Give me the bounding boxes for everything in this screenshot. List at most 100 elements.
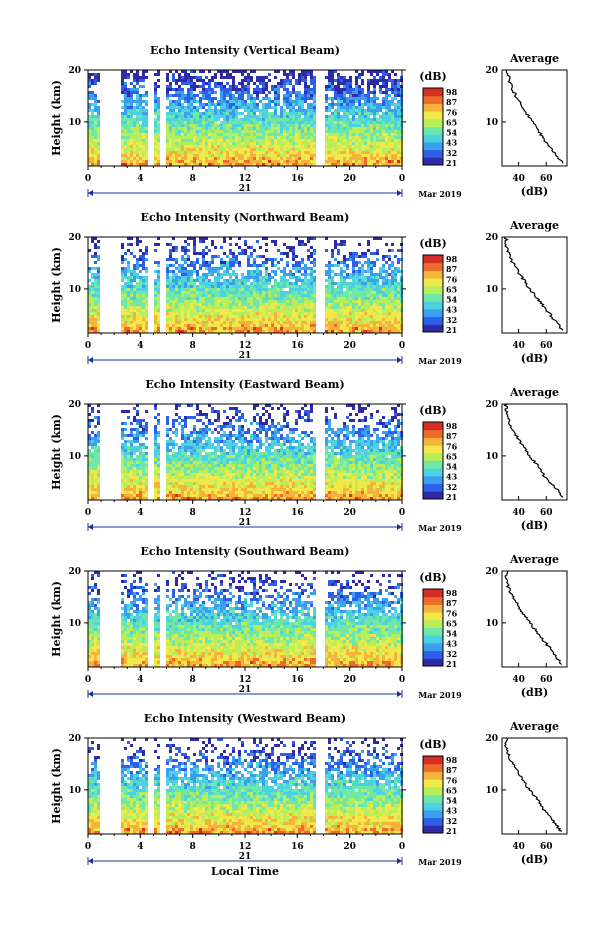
heatmap-cell bbox=[166, 124, 169, 127]
heatmap-cell bbox=[214, 315, 217, 318]
heatmap-cell bbox=[94, 148, 97, 151]
heatmap-cell bbox=[304, 157, 307, 160]
heatmap-cell bbox=[298, 300, 301, 303]
heatmap-cell bbox=[253, 297, 256, 300]
heatmap-cell bbox=[250, 139, 253, 142]
heatmap-cell bbox=[337, 73, 340, 76]
heatmap-cell bbox=[298, 276, 301, 279]
heatmap-cell bbox=[286, 264, 289, 267]
heatmap-cell bbox=[304, 109, 307, 112]
heatmap-cell bbox=[397, 142, 400, 145]
heatmap-cell bbox=[187, 151, 190, 154]
heatmap-cell bbox=[181, 94, 184, 97]
heatmap-cell bbox=[256, 312, 259, 315]
heatmap-cell bbox=[220, 324, 223, 327]
heatmap-cell bbox=[304, 327, 307, 330]
heatmap-cell bbox=[208, 121, 211, 124]
heatmap-cell bbox=[139, 309, 142, 312]
heatmap-cell bbox=[286, 118, 289, 121]
heatmap-cell bbox=[175, 154, 178, 157]
heatmap-cell bbox=[193, 306, 196, 309]
heatmap-cell bbox=[154, 139, 157, 142]
heatmap-cell bbox=[271, 121, 274, 124]
heatmap-cell bbox=[352, 118, 355, 121]
heatmap-cell bbox=[313, 318, 316, 321]
heatmap-cell bbox=[397, 82, 400, 85]
heatmap-cell bbox=[355, 109, 358, 112]
heatmap-cell bbox=[340, 124, 343, 127]
heatmap-cell bbox=[355, 306, 358, 309]
heatmap-cell bbox=[190, 288, 193, 291]
heatmap-cell bbox=[358, 279, 361, 282]
heatmap-cell bbox=[283, 312, 286, 315]
heatmap-cell bbox=[157, 306, 160, 309]
heatmap-cell bbox=[199, 327, 202, 330]
heatmap-cell bbox=[226, 130, 229, 133]
heatmap-cell bbox=[349, 318, 352, 321]
heatmap-cell bbox=[346, 103, 349, 106]
heatmap-cell bbox=[247, 330, 250, 333]
heatmap-cell bbox=[238, 303, 241, 306]
heatmap-cell bbox=[391, 273, 394, 276]
heatmap-cell bbox=[313, 321, 316, 324]
heatmap-cell bbox=[202, 70, 205, 73]
heatmap-cell bbox=[313, 97, 316, 100]
heatmap-cell bbox=[337, 318, 340, 321]
heatmap-cell bbox=[265, 112, 268, 115]
heatmap-cell bbox=[205, 103, 208, 106]
heatmap-cell bbox=[241, 273, 244, 276]
heatmap-cell bbox=[208, 404, 211, 407]
heatmap-cell bbox=[169, 249, 172, 252]
heatmap-cell bbox=[286, 100, 289, 103]
heatmap-cell bbox=[397, 324, 400, 327]
heatmap-cell bbox=[178, 100, 181, 103]
heatmap-cell bbox=[175, 145, 178, 148]
heatmap-cell bbox=[391, 139, 394, 142]
heatmap-cell bbox=[139, 291, 142, 294]
heatmap-cell bbox=[133, 330, 136, 333]
heatmap-cell bbox=[283, 306, 286, 309]
heatmap-cell bbox=[295, 154, 298, 157]
heatmap-cell bbox=[343, 124, 346, 127]
heatmap-cell bbox=[190, 273, 193, 276]
heatmap-cell bbox=[298, 139, 301, 142]
heatmap-cell bbox=[280, 303, 283, 306]
heatmap-cell bbox=[145, 300, 148, 303]
heatmap-cell bbox=[214, 294, 217, 297]
heatmap-cell bbox=[241, 288, 244, 291]
heatmap-cell bbox=[250, 79, 253, 82]
heatmap-cell bbox=[298, 324, 301, 327]
heatmap-cell bbox=[145, 312, 148, 315]
heatmap-cell bbox=[139, 109, 142, 112]
heatmap-cell bbox=[199, 413, 202, 416]
heatmap-cell bbox=[286, 91, 289, 94]
heatmap-cell bbox=[226, 112, 229, 115]
heatmap-cell bbox=[94, 145, 97, 148]
heatmap-cell bbox=[355, 324, 358, 327]
heatmap-cell bbox=[355, 157, 358, 160]
heatmap-cell bbox=[262, 324, 265, 327]
heatmap-cell bbox=[265, 288, 268, 291]
heatmap-cell bbox=[274, 309, 277, 312]
heatmap-cell bbox=[385, 73, 388, 76]
heatmap-cell bbox=[259, 118, 262, 121]
heatmap-cell bbox=[139, 160, 142, 163]
heatmap-cell bbox=[346, 288, 349, 291]
heatmap-cell bbox=[256, 118, 259, 121]
heatmap-cell bbox=[154, 315, 157, 318]
heatmap-cell bbox=[379, 142, 382, 145]
heatmap-cell bbox=[382, 324, 385, 327]
heatmap-cell bbox=[358, 315, 361, 318]
heatmap-cell bbox=[376, 330, 379, 333]
heatmap-cell bbox=[172, 112, 175, 115]
heatmap-cell bbox=[364, 288, 367, 291]
heatmap-cell bbox=[220, 246, 223, 249]
heatmap-cell bbox=[184, 97, 187, 100]
heatmap-cell bbox=[370, 109, 373, 112]
heatmap-cell bbox=[226, 106, 229, 109]
heatmap-cell bbox=[205, 94, 208, 97]
heatmap-cell bbox=[352, 318, 355, 321]
heatmap-cell bbox=[244, 300, 247, 303]
heatmap-cell bbox=[232, 261, 235, 264]
heatmap-cell bbox=[124, 133, 127, 136]
